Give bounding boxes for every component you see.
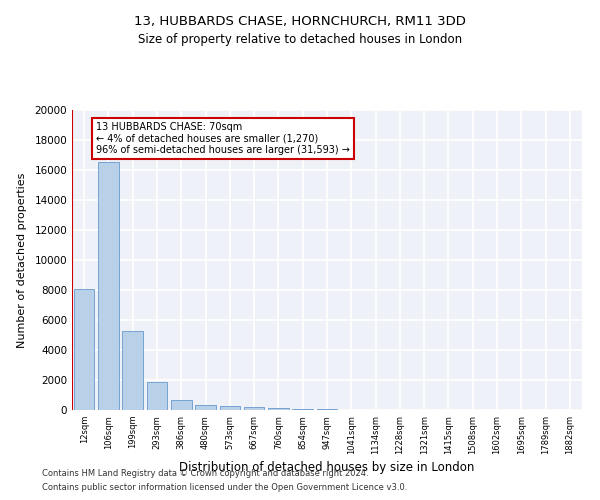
Text: Size of property relative to detached houses in London: Size of property relative to detached ho… xyxy=(138,32,462,46)
Y-axis label: Number of detached properties: Number of detached properties xyxy=(17,172,28,348)
Bar xyxy=(268,408,289,410)
Bar xyxy=(220,406,240,410)
Text: 13 HUBBARDS CHASE: 70sqm
← 4% of detached houses are smaller (1,270)
96% of semi: 13 HUBBARDS CHASE: 70sqm ← 4% of detache… xyxy=(96,122,350,155)
Text: Contains HM Land Registry data © Crown copyright and database right 2024.: Contains HM Land Registry data © Crown c… xyxy=(42,468,368,477)
X-axis label: Distribution of detached houses by size in London: Distribution of detached houses by size … xyxy=(179,461,475,474)
Bar xyxy=(146,382,167,410)
Bar xyxy=(292,409,313,410)
Bar xyxy=(171,400,191,410)
Text: 13, HUBBARDS CHASE, HORNCHURCH, RM11 3DD: 13, HUBBARDS CHASE, HORNCHURCH, RM11 3DD xyxy=(134,15,466,28)
Bar xyxy=(244,407,265,410)
Bar xyxy=(122,330,143,410)
Text: Contains public sector information licensed under the Open Government Licence v3: Contains public sector information licen… xyxy=(42,484,407,492)
Bar xyxy=(74,289,94,410)
Bar xyxy=(195,405,216,410)
Bar xyxy=(98,162,119,410)
